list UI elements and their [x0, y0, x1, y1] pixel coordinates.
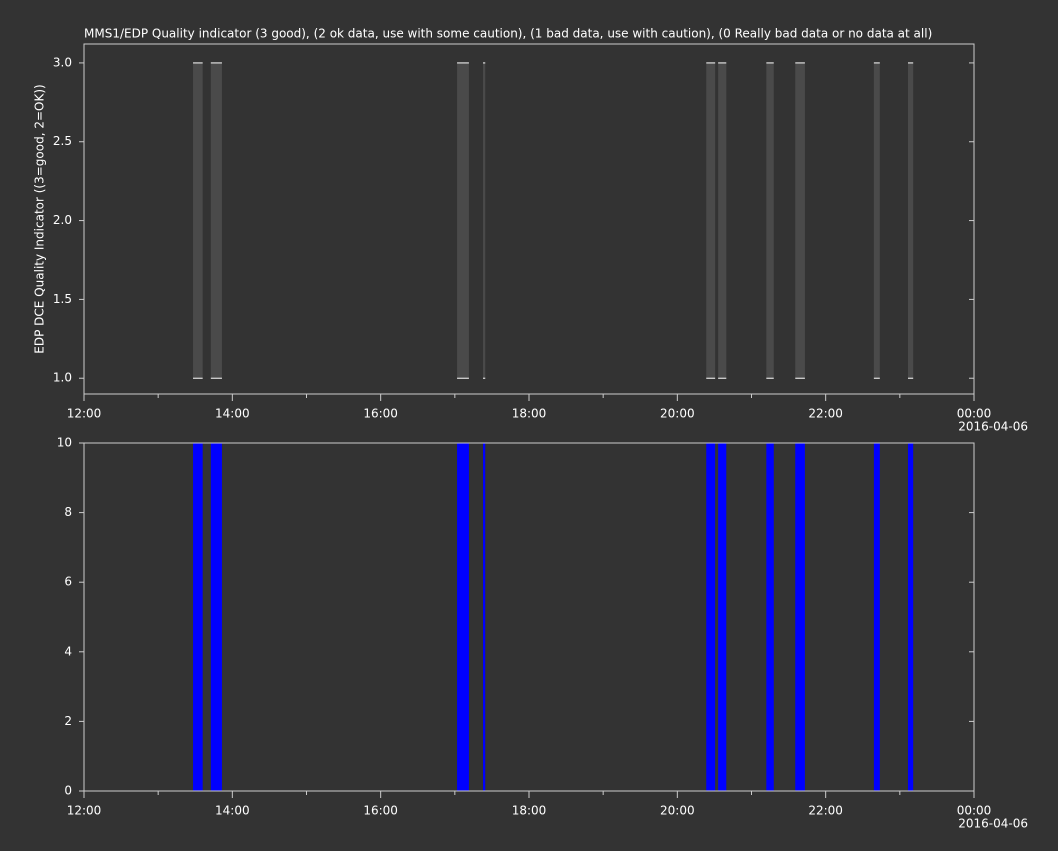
- x-tick-label: 18:00: [512, 804, 547, 818]
- x-tick-label: 20:00: [660, 407, 695, 421]
- bar: [193, 62, 203, 379]
- bar: [766, 443, 774, 791]
- y-tick-label: 1.5: [53, 292, 72, 306]
- bar: [766, 62, 774, 379]
- y-tick-label: 0: [64, 784, 72, 798]
- bar: [193, 443, 203, 791]
- x-date-label: 2016-04-06: [958, 420, 1028, 434]
- bar: [457, 443, 469, 791]
- x-tick-label: 18:00: [512, 407, 547, 421]
- bar: [210, 62, 222, 379]
- x-tick-label: 22:00: [808, 804, 843, 818]
- x-tick-label: 20:00: [660, 804, 695, 818]
- bar: [706, 443, 716, 791]
- y-tick-label: 2.0: [53, 213, 72, 227]
- y-tick-label: 2.5: [53, 134, 72, 148]
- y-axis-label: EDP DCE Quality Indicator ((3=good, 2=OK…: [33, 84, 47, 353]
- bar: [907, 443, 914, 791]
- y-tick-label: 8: [64, 505, 72, 519]
- x-tick-label: 00:00: [957, 407, 992, 421]
- x-tick-label: 14:00: [215, 407, 250, 421]
- bar: [483, 443, 486, 791]
- x-tick-label: 14:00: [215, 804, 250, 818]
- bar: [718, 443, 727, 791]
- y-tick-label: 10: [57, 436, 72, 450]
- bar: [706, 62, 716, 379]
- chart-title: MMS1/EDP Quality indicator (3 good), (2 …: [84, 27, 932, 41]
- y-tick-label: 3.0: [53, 55, 72, 69]
- y-tick-label: 4: [64, 644, 72, 658]
- bar: [907, 62, 914, 379]
- x-date-label: 2016-04-06: [958, 817, 1028, 831]
- bar: [457, 62, 469, 379]
- y-tick-label: 2: [64, 714, 72, 728]
- y-tick-label: 1.0: [53, 371, 72, 385]
- bar: [873, 62, 880, 379]
- bar: [718, 62, 727, 379]
- bar: [483, 62, 486, 379]
- x-tick-label: 12:00: [67, 407, 102, 421]
- x-tick-label: 12:00: [67, 804, 102, 818]
- x-tick-label: 00:00: [957, 804, 992, 818]
- bar: [210, 443, 222, 791]
- bar: [795, 443, 805, 791]
- bar: [873, 443, 880, 791]
- y-tick-label: 6: [64, 575, 72, 589]
- x-tick-label: 16:00: [363, 407, 398, 421]
- x-tick-label: 16:00: [363, 804, 398, 818]
- bar: [795, 62, 805, 379]
- x-tick-label: 22:00: [808, 407, 843, 421]
